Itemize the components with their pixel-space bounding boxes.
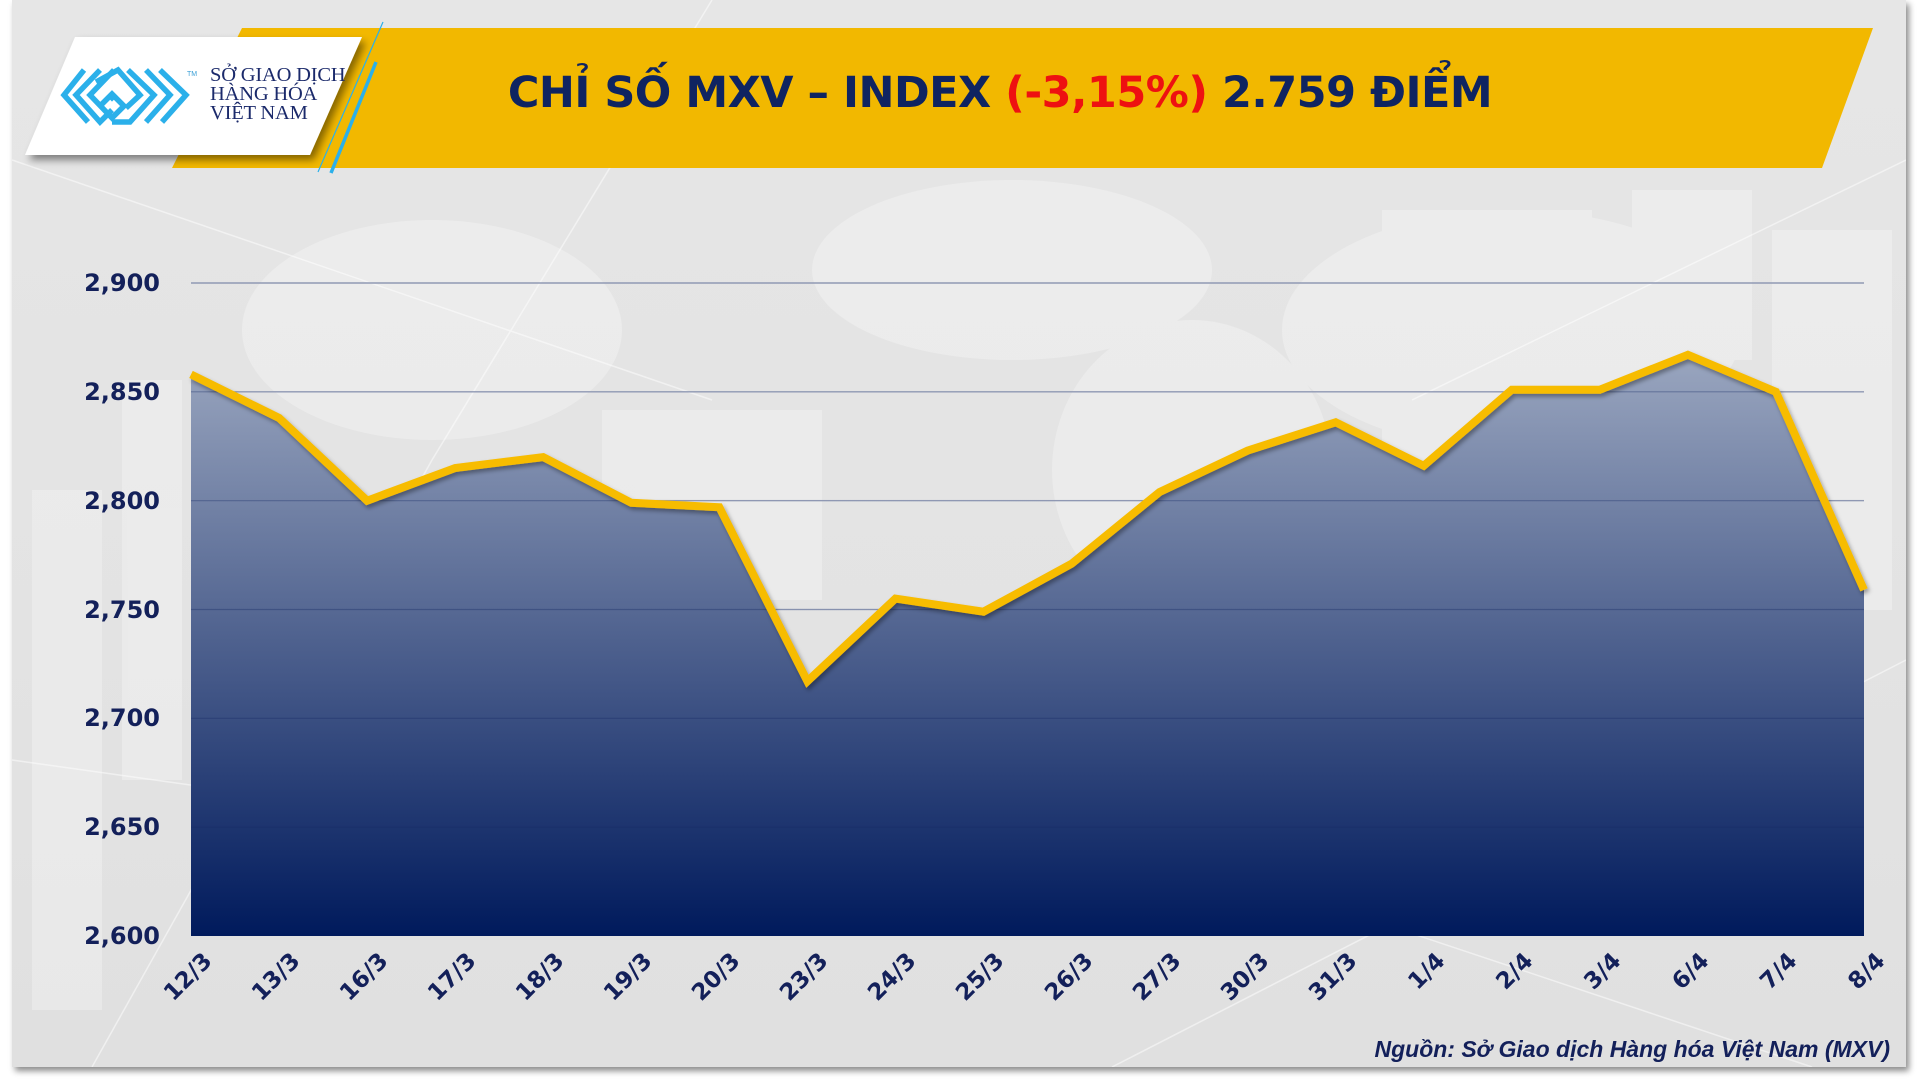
index-line bbox=[189, 350, 1868, 688]
y-tick-label: 2,850 bbox=[84, 377, 160, 406]
y-tick-label: 2,750 bbox=[84, 595, 160, 624]
logo-background bbox=[25, 37, 362, 155]
y-tick-label: 2,600 bbox=[84, 922, 160, 950]
chart-title: CHỈ SỐ MXV – INDEX (-3,15%) 2.759 ĐIỂM bbox=[0, 68, 1920, 118]
area-fill bbox=[191, 354, 1864, 936]
mxv-maze-logo-icon bbox=[60, 66, 190, 127]
title-prefix: CHỈ SỐ MXV – INDEX bbox=[507, 68, 1006, 118]
logo-line-1: SỞ GIAO DỊCH bbox=[210, 64, 346, 86]
logo-text: SỞ GIAO DỊCH HÀNG HÓA VIỆT NAM bbox=[210, 64, 346, 124]
logo-line-3: VIỆT NAM bbox=[210, 102, 308, 124]
y-tick-label: 2,650 bbox=[84, 813, 160, 842]
title-banner bbox=[25, 21, 1873, 174]
trademark-mark: TM bbox=[187, 71, 198, 78]
y-tick-label: 2,900 bbox=[84, 269, 160, 297]
y-tick-label: 2,800 bbox=[84, 486, 160, 515]
y-tick-label: 2,700 bbox=[84, 704, 160, 733]
source-note: Nguồn: Sở Giao dịch Hàng hóa Việt Nam (M… bbox=[1374, 1036, 1890, 1062]
title-points: 2.759 ĐIỂM bbox=[1207, 68, 1493, 118]
title-change-percent: (-3,15%) bbox=[1005, 68, 1208, 118]
banner-background bbox=[172, 28, 1873, 168]
logo-line-2: HÀNG HÓA bbox=[210, 83, 318, 105]
